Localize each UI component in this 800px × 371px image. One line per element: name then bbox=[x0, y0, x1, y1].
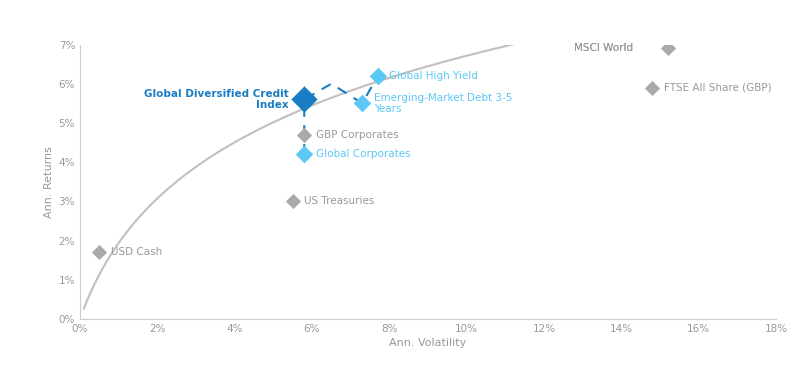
Point bbox=[356, 101, 369, 106]
Text: Global Corporates: Global Corporates bbox=[316, 150, 410, 159]
Text: FTSE All Share (GBP): FTSE All Share (GBP) bbox=[664, 83, 771, 93]
Point bbox=[298, 96, 310, 102]
Point bbox=[371, 73, 384, 79]
X-axis label: Ann. Volatility: Ann. Volatility bbox=[390, 338, 466, 348]
Text: Global High Yield: Global High Yield bbox=[390, 71, 478, 81]
Point bbox=[662, 46, 674, 52]
Point bbox=[646, 85, 658, 91]
Text: USD Cash: USD Cash bbox=[111, 247, 162, 257]
Text: Global Diversified Credit
Index: Global Diversified Credit Index bbox=[144, 89, 289, 110]
Text: US Treasuries: US Treasuries bbox=[304, 196, 374, 206]
Point bbox=[93, 249, 106, 255]
Text: MSCI World: MSCI World bbox=[574, 43, 633, 53]
Point bbox=[286, 198, 299, 204]
Point bbox=[298, 151, 310, 157]
Point bbox=[298, 132, 310, 138]
Text: GBP Corporates: GBP Corporates bbox=[316, 130, 398, 140]
Text: MSCI World: MSCI World bbox=[574, 43, 633, 53]
Y-axis label: Ann. Returns: Ann. Returns bbox=[45, 146, 54, 218]
Text: Emerging-Market Debt 3-5
Years: Emerging-Market Debt 3-5 Years bbox=[374, 92, 512, 114]
